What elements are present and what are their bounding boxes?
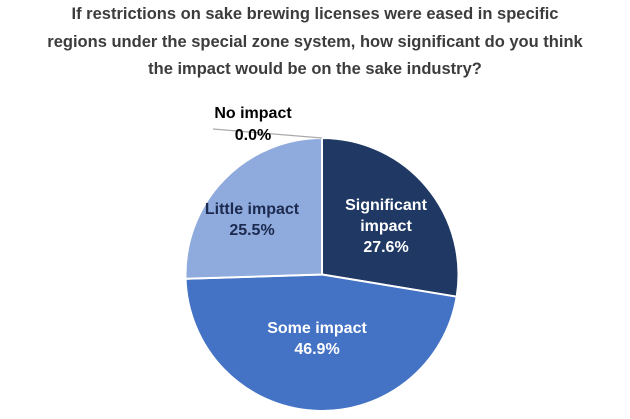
label-no-impact-name: No impact xyxy=(214,105,292,122)
label-significant-impact: Significant impact 27.6% xyxy=(325,195,447,258)
pie-slice-some-impact[interactable] xyxy=(184,273,458,412)
label-significant-impact-name-line-2: impact xyxy=(360,218,412,235)
leader-line xyxy=(212,128,323,139)
chart-title-line-1: If restrictions on sake brewing licenses… xyxy=(71,5,559,23)
label-some-impact-name: Some impact xyxy=(267,320,367,337)
label-little-impact: Little impact 25.5% xyxy=(181,199,323,241)
pie-slice-significant-impact[interactable] xyxy=(321,137,460,298)
chart-title: If restrictions on sake brewing licenses… xyxy=(0,1,630,84)
label-no-impact: No impact 0.0% xyxy=(191,103,315,147)
label-little-impact-pct: 25.5% xyxy=(229,222,275,239)
label-some-impact-pct: 46.9% xyxy=(294,341,340,358)
label-no-impact-pct: 0.0% xyxy=(234,127,272,144)
chart-title-line-2: regions under the special zone system, h… xyxy=(47,32,583,51)
label-significant-impact-pct: 27.6% xyxy=(363,239,409,256)
pie-slice-little-impact[interactable] xyxy=(184,137,323,280)
pie-slices xyxy=(184,137,460,412)
label-significant-impact-name-line-1: Significant xyxy=(345,197,427,214)
chart-title-line-3: the impact would be on the sake industry… xyxy=(148,60,482,78)
label-little-impact-name: Little impact xyxy=(204,201,300,218)
label-some-impact: Some impact 46.9% xyxy=(237,318,397,360)
